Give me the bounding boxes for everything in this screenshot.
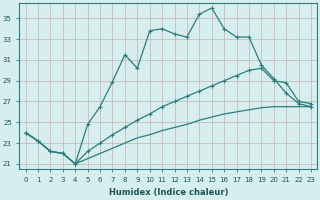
X-axis label: Humidex (Indice chaleur): Humidex (Indice chaleur) (108, 188, 228, 197)
